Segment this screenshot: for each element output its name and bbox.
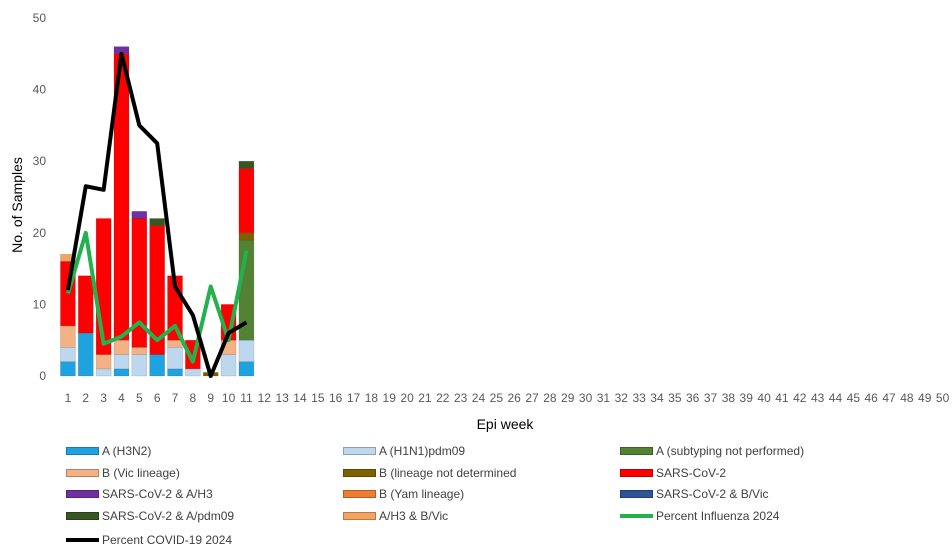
x-tick-label: 7 (172, 391, 179, 405)
bar-segment (238, 160, 255, 169)
bar-segment (60, 361, 76, 377)
bar-segment (238, 361, 255, 377)
y-axis-title: No. of Samples (9, 157, 25, 253)
y-tick-label: 50 (33, 11, 47, 25)
x-tick-label: 11 (240, 391, 253, 405)
bar-segment (167, 368, 183, 377)
y-tick-label: 20 (33, 226, 47, 240)
x-tick-label: 12 (258, 391, 272, 405)
x-tick-label: 33 (632, 391, 646, 405)
bar-segment (113, 354, 130, 370)
bar-segment (131, 354, 148, 377)
bar-segment (95, 368, 112, 377)
x-tick-label: 22 (436, 391, 450, 405)
x-tick-label: 32 (615, 391, 629, 405)
bar-segment (77, 332, 94, 377)
bar-segment (220, 354, 237, 377)
x-tick-label: 16 (329, 391, 343, 405)
bar-segment (167, 339, 183, 348)
x-tick-label: 28 (543, 391, 557, 405)
x-tick-label: 25 (490, 391, 504, 405)
bar-segment (113, 339, 130, 355)
x-tick-label: 18 (365, 391, 379, 405)
x-tick-label: 42 (793, 391, 807, 405)
x-tick-label: 37 (704, 391, 718, 405)
x-tick-label: 30 (579, 391, 593, 405)
x-tick-label: 19 (383, 391, 397, 405)
x-tick-label: 3 (100, 391, 107, 405)
x-tick-label: 40 (757, 391, 771, 405)
bar-segment (131, 347, 148, 355)
y-axis: 0 10 20 30 40 50 (33, 11, 47, 383)
bar-segment (238, 339, 255, 362)
x-tick-label: 35 (668, 391, 682, 405)
x-tick-label: 31 (597, 391, 611, 405)
x-tick-label: 39 (740, 391, 754, 405)
x-tick-label: 21 (418, 391, 432, 405)
trend-lines (65, 51, 249, 378)
bar-segment (60, 325, 76, 348)
bar-segment (238, 232, 255, 241)
bar-segment (238, 168, 255, 234)
x-axis: 1 2 3 4 5 6 7 8 9 10 11 12 13 14 15 16 17 18 19 20 21 22 23 24 2… (65, 391, 950, 405)
x-tick-label: 15 (311, 391, 325, 405)
x-tick-label: 6 (154, 391, 161, 405)
bar-segment (95, 354, 112, 370)
x-tick-label: 20 (400, 391, 414, 405)
x-tick-label: 9 (207, 391, 214, 405)
series-line (65, 51, 248, 378)
x-axis-title: Epi week (477, 416, 535, 432)
bar-segment (60, 347, 76, 362)
bar-segment (149, 218, 165, 226)
bar-segment (167, 347, 183, 370)
x-tick-label: 45 (847, 391, 861, 405)
x-tick-label: 24 (472, 391, 486, 405)
x-tick-label: 2 (82, 391, 89, 405)
x-tick-label: 34 (650, 391, 664, 405)
x-tick-label: 44 (829, 391, 843, 405)
bar-stacks (60, 46, 255, 377)
x-tick-label: 49 (918, 391, 932, 405)
x-tick-label: 10 (222, 391, 236, 405)
y-tick-label: 0 (39, 369, 46, 383)
series-line (66, 230, 249, 364)
x-tick-label: 1 (65, 391, 72, 405)
bar-segment (113, 368, 130, 377)
x-tick-label: 8 (190, 391, 197, 405)
x-tick-label: 46 (864, 391, 878, 405)
bar-segment (149, 354, 165, 377)
y-tick-label: 30 (33, 154, 47, 168)
x-tick-label: 29 (561, 391, 575, 405)
x-tick-label: 17 (347, 391, 361, 405)
x-tick-label: 14 (293, 391, 307, 405)
x-tick-label: 38 (722, 391, 736, 405)
bar-segment (185, 368, 201, 377)
bar-segment (131, 211, 148, 219)
x-tick-label: 13 (275, 391, 289, 405)
bar-segment (77, 275, 94, 334)
x-tick-label: 48 (900, 391, 914, 405)
x-tick-label: 43 (811, 391, 825, 405)
y-tick-label: 10 (33, 297, 47, 311)
x-tick-label: 41 (775, 391, 789, 405)
x-tick-label: 26 (507, 391, 521, 405)
x-tick-label: 23 (454, 391, 468, 405)
x-tick-label: 50 (936, 391, 950, 405)
x-tick-label: 27 (525, 391, 539, 405)
x-tick-label: 47 (882, 391, 896, 405)
x-tick-label: 4 (118, 391, 125, 405)
y-tick-label: 40 (33, 83, 47, 97)
x-tick-label: 36 (686, 391, 700, 405)
x-tick-label: 5 (136, 391, 143, 405)
